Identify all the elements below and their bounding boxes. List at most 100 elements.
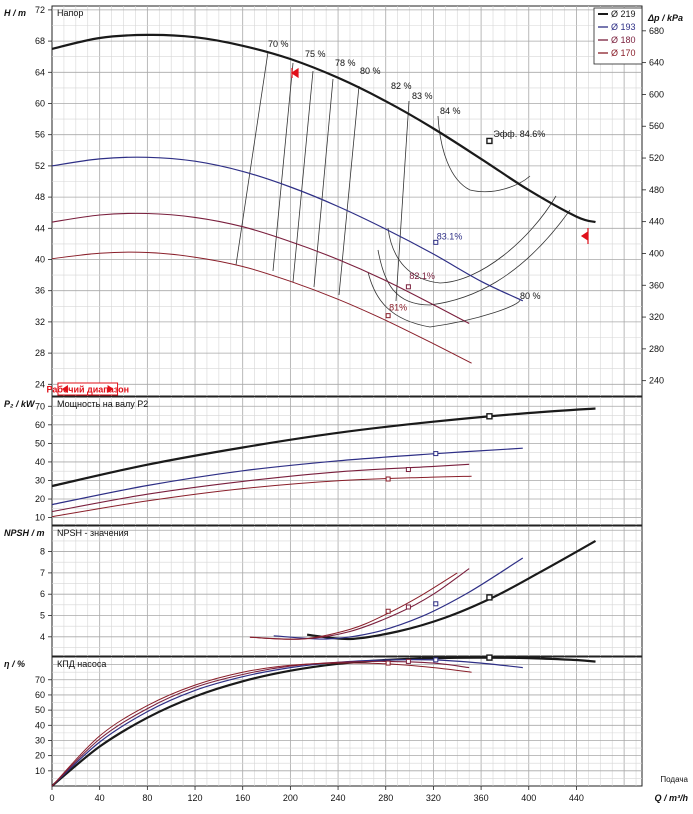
efficiency-label-170: 81% (389, 303, 407, 313)
y-tick-label: 52 (35, 161, 45, 171)
efficiency-iso-line (313, 78, 334, 288)
efficiency-iso-label: 82 % (391, 81, 412, 91)
x-tick-label: 360 (474, 793, 489, 803)
y-tick-label: 40 (35, 720, 45, 730)
y-tick-label: 10 (35, 766, 45, 776)
efficiency-iso-line (338, 85, 360, 296)
efficiency-iso-line (235, 51, 269, 266)
efficiency-iso-line (292, 70, 314, 283)
y-axis-label: H / m (4, 8, 26, 18)
efficiency-iso-label: 80 % (360, 66, 381, 76)
curve-170 (51, 251, 472, 364)
operating-range-box (57, 382, 119, 396)
y-tick-label: 60 (35, 690, 45, 700)
legend-entry: Ø 193 (611, 22, 636, 32)
efficiency-iso-label: 70 % (268, 39, 289, 49)
y-tick-label: 40 (35, 457, 45, 467)
operating-point-marker (405, 658, 411, 664)
efficiency-iso-label: 75 % (305, 49, 326, 59)
efficiency-iso-label: 78 % (335, 58, 356, 68)
curve-layer (51, 13, 608, 787)
range-left-arrow-icon (61, 385, 68, 393)
efficiency-iso-line (395, 100, 410, 302)
range-start-arrow-icon (290, 67, 299, 79)
y-tick-label: 8 (40, 547, 45, 557)
legend-entry: Ø 219 (611, 9, 636, 19)
y2-tick-label: 560 (649, 121, 664, 131)
y2-tick-label: 280 (649, 344, 664, 354)
y-tick-label: 20 (35, 494, 45, 504)
curve-180 (51, 212, 470, 324)
operating-point-marker (405, 604, 411, 610)
efficiency-iso-loop (437, 115, 531, 193)
y-tick-label: 30 (35, 735, 45, 745)
panel-title: NPSH - значения (57, 528, 129, 538)
curve-193 (51, 156, 524, 302)
operating-point-marker (433, 451, 439, 457)
x-axis-side-label: Подача (660, 775, 688, 784)
operating-point-marker (433, 601, 439, 607)
operating-point-marker (433, 239, 439, 245)
y-tick-label: 70 (35, 675, 45, 685)
y-tick-label: 36 (35, 286, 45, 296)
operating-point-marker (405, 284, 411, 290)
y2-tick-label: 640 (649, 58, 664, 68)
operating-point-marker (405, 467, 411, 473)
efficiency-label-219: Эфф. 84.6% (493, 129, 545, 139)
y-tick-label: 50 (35, 705, 45, 715)
curve-170 (51, 662, 472, 787)
y2-tick-label: 480 (649, 185, 664, 195)
panel-frame (51, 396, 643, 526)
range-right-arrow-icon (107, 385, 114, 393)
y-tick-label: 48 (35, 192, 45, 202)
operating-point-marker (385, 660, 391, 666)
curve-170 (249, 572, 458, 640)
operating-point-marker (385, 476, 391, 482)
x-tick-label: 280 (378, 793, 393, 803)
y-tick-label: 30 (35, 475, 45, 485)
y2-tick-label: 320 (649, 312, 664, 322)
curve-219 (306, 539, 597, 641)
panel-frame (51, 525, 643, 657)
y-tick-label: 6 (40, 589, 45, 599)
x-tick-label: 240 (331, 793, 346, 803)
range-end-arrow-icon (580, 228, 589, 244)
y-axis-label: η / % (4, 659, 25, 669)
curve-193 (273, 557, 524, 640)
legend-entry: Ø 180 (611, 35, 636, 45)
operating-point-marker (385, 313, 391, 319)
panel-frame (51, 656, 643, 787)
curve-193 (51, 659, 523, 787)
y-tick-label: 64 (35, 67, 45, 77)
efficiency-iso-label: 84 % (440, 106, 461, 116)
y2-tick-label: 360 (649, 280, 664, 290)
efficiency-iso-label: 83 % (412, 91, 433, 101)
y-tick-label: 5 (40, 611, 45, 621)
operating-point-marker (486, 654, 493, 661)
operating-point-marker (486, 594, 493, 601)
curve-170 (51, 475, 472, 518)
efficiency-label-180: 82.1% (409, 271, 435, 281)
operating-range-label: Рабочий диапазон (47, 385, 130, 395)
operating-point-marker (433, 657, 439, 663)
y-tick-label: 40 (35, 255, 45, 265)
grid-layer (48, 5, 646, 790)
panel-title: Напор (57, 8, 83, 18)
x-tick-label: 120 (188, 793, 203, 803)
y-axis-label: P₂ / kW (4, 399, 36, 409)
y-tick-label: 28 (35, 348, 45, 358)
y-tick-label: 70 (35, 401, 45, 411)
x-tick-label: 160 (235, 793, 250, 803)
y-axis-label: NPSH / m (4, 528, 45, 538)
y2-axis-label: Δp / kPa (647, 13, 683, 23)
y-tick-label: 44 (35, 223, 45, 233)
x-axis-label: Q / m³/h (655, 793, 689, 803)
panel-title: Мощность на валу P2 (57, 399, 148, 409)
y-tick-label: 72 (35, 5, 45, 15)
y2-tick-label: 520 (649, 153, 664, 163)
y2-tick-label: 240 (649, 376, 664, 386)
x-tick-label: 0 (49, 793, 54, 803)
panel-title: КПД насоса (57, 659, 106, 669)
y-tick-label: 20 (35, 751, 45, 761)
